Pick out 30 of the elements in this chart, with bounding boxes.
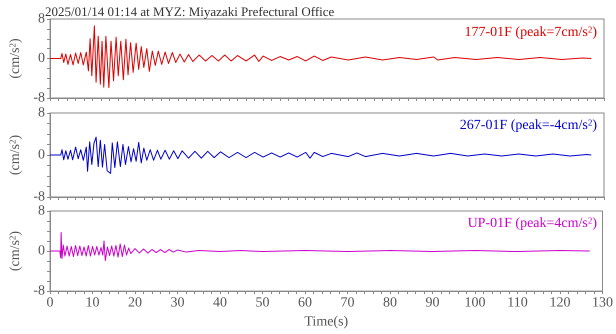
line-series — [50, 232, 590, 262]
x-tick-label: 130 — [592, 296, 613, 311]
x-tick-label: 20 — [128, 296, 142, 311]
y-tick-label: 0 — [38, 244, 46, 259]
x-tick-label: 10 — [86, 296, 100, 311]
x-tick-label: 120 — [550, 296, 571, 311]
y-axis-title: (cm/s2) — [8, 38, 23, 79]
line-series — [50, 25, 592, 88]
x-tick-label: 80 — [383, 296, 398, 311]
x-axis-title: Time(s) — [304, 314, 349, 330]
x-tick-label: 100 — [464, 296, 486, 311]
y-tick-label: -8 — [33, 284, 46, 299]
y-tick-label: 0 — [38, 148, 46, 162]
y-tick-label: -8 — [33, 190, 46, 204]
y-tick-label: 8 — [38, 106, 46, 120]
y-tick-label: -8 — [33, 90, 46, 106]
y-axis-title: (cm/s2) — [8, 134, 23, 176]
y-tick-label: 8 — [38, 12, 46, 26]
y-axis-title: (cm/s2) — [8, 230, 23, 272]
x-tick-label: 50 — [256, 296, 270, 311]
y-tick-label: 8 — [38, 204, 46, 218]
x-tick-label: 70 — [340, 296, 355, 311]
y-tick-label: 0 — [38, 51, 46, 66]
x-tick-label: 30 — [170, 296, 185, 311]
line-series — [50, 136, 592, 174]
x-tick-label: 90 — [426, 296, 440, 311]
x-tick-label: 40 — [213, 296, 228, 311]
x-tick-label: 110 — [507, 296, 528, 311]
chart-title: 2025/01/14 01:14 at MYZ: Miyazaki Prefectural Office — [45, 4, 335, 19]
x-tick-label: 60 — [298, 296, 312, 311]
